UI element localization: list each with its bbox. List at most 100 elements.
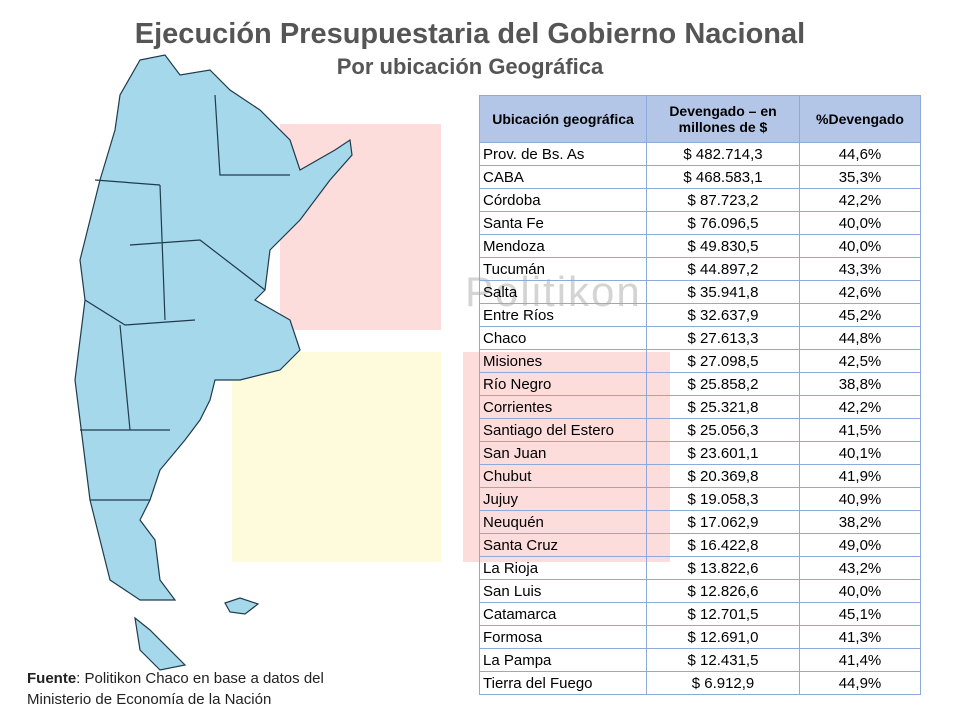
table-row: Prov. de Bs. As $ 482.714,3 44,6%: [479, 142, 921, 166]
table-cell: 40,9%: [799, 487, 921, 511]
table-cell: Entre Ríos: [479, 303, 647, 327]
table-cell: $ 6.912,9: [646, 671, 800, 695]
table-row: Santiago del Estero $ 25.056,3 41,5%: [479, 418, 921, 442]
table-row: Misiones $ 27.098,5 42,5%: [479, 349, 921, 373]
table-cell: Tucumán: [479, 257, 647, 281]
table-cell: Jujuy: [479, 487, 647, 511]
table-cell: $ 20.369,8: [646, 464, 800, 488]
table-cell: 35,3%: [799, 165, 921, 189]
table-cell: Catamarca: [479, 602, 647, 626]
table-cell: 45,1%: [799, 602, 921, 626]
table-row: Tierra del Fuego $ 6.912,9 44,9%: [479, 671, 921, 695]
table-cell: $ 23.601,1: [646, 441, 800, 465]
table-cell: 43,2%: [799, 556, 921, 580]
table-cell: 41,9%: [799, 464, 921, 488]
table-cell: Córdoba: [479, 188, 647, 212]
table-row: Santa Cruz $ 16.422,8 49,0%: [479, 533, 921, 557]
source-text: Ministerio de Economía de la Nación: [27, 691, 272, 708]
table-cell: $ 27.613,3: [646, 326, 800, 350]
source-label: Fuente: [27, 670, 77, 687]
table-cell: $ 12.691,0: [646, 625, 800, 649]
table-cell: Neuquén: [479, 510, 647, 534]
table-cell: La Rioja: [479, 556, 647, 580]
table-cell: $ 19.058,3: [646, 487, 800, 511]
table-row: Catamarca $ 12.701,5 45,1%: [479, 602, 921, 626]
table-body: Prov. de Bs. As $ 482.714,3 44,6% CABA $ 468…: [479, 142, 921, 695]
table-cell: Formosa: [479, 625, 647, 649]
table-cell: $ 13.822,6: [646, 556, 800, 580]
table-cell: Chubut: [479, 464, 647, 488]
table-cell: Salta: [479, 280, 647, 304]
table-cell: La Pampa: [479, 648, 647, 672]
table-cell: $ 25.056,3: [646, 418, 800, 442]
table-row: San Luis $ 12.826,6 40,0%: [479, 579, 921, 603]
table-cell: $ 482.714,3: [646, 142, 800, 166]
table-row: Neuquén $ 17.062,9 38,2%: [479, 510, 921, 534]
table-cell: San Juan: [479, 441, 647, 465]
table-row: Formosa $ 12.691,0 41,3%: [479, 625, 921, 649]
budget-table: Ubicación geográfica Devengado – en mill…: [479, 95, 921, 695]
table-cell: $ 76.096,5: [646, 211, 800, 235]
table-row: La Rioja $ 13.822,6 43,2%: [479, 556, 921, 580]
table-row: Córdoba $ 87.723,2 42,2%: [479, 188, 921, 212]
column-header: Ubicación geográfica: [479, 95, 647, 143]
table-cell: $ 27.098,5: [646, 349, 800, 373]
table-cell: $ 35.941,8: [646, 280, 800, 304]
column-header: %Devengado: [799, 95, 921, 143]
table-cell: 44,9%: [799, 671, 921, 695]
table-cell: $ 16.422,8: [646, 533, 800, 557]
table-cell: Santa Cruz: [479, 533, 647, 557]
table-cell: $ 44.897,2: [646, 257, 800, 281]
table-cell: 41,3%: [799, 625, 921, 649]
table-cell: Misiones: [479, 349, 647, 373]
table-cell: Chaco: [479, 326, 647, 350]
table-row: Río Negro $ 25.858,2 38,8%: [479, 372, 921, 396]
table-cell: Mendoza: [479, 234, 647, 258]
header-row: Ubicación geográfica Devengado – en mill…: [479, 95, 921, 143]
table-cell: Santa Fe: [479, 211, 647, 235]
table-cell: 40,0%: [799, 234, 921, 258]
map: [74, 54, 353, 671]
table-cell: 38,2%: [799, 510, 921, 534]
table-cell: Prov. de Bs. As: [479, 142, 647, 166]
table-cell: 42,2%: [799, 188, 921, 212]
table-cell: 42,5%: [799, 349, 921, 373]
table-cell: 44,6%: [799, 142, 921, 166]
logo-block: [280, 124, 441, 330]
table-cell: 40,1%: [799, 441, 921, 465]
table-cell: 41,4%: [799, 648, 921, 672]
table-cell: 44,8%: [799, 326, 921, 350]
column-header: Devengado – en millones de $: [646, 95, 800, 143]
table-cell: $ 12.701,5: [646, 602, 800, 626]
table-cell: 42,6%: [799, 280, 921, 304]
table-cell: $ 49.830,5: [646, 234, 800, 258]
table-row: Corrientes $ 25.321,8 42,2%: [479, 395, 921, 419]
table-cell: 49,0%: [799, 533, 921, 557]
subtitle: Por ubicación Geográfica: [336, 54, 604, 79]
table-cell: Santiago del Estero: [479, 418, 647, 442]
table-row: CABA $ 468.583,1 35,3%: [479, 165, 921, 189]
table-cell: 43,3%: [799, 257, 921, 281]
table-cell: San Luis: [479, 579, 647, 603]
table-row: Salta $ 35.941,8 42,6%: [479, 280, 921, 304]
table-row: Chaco $ 27.613,3 44,8%: [479, 326, 921, 350]
table-cell: Corrientes: [479, 395, 647, 419]
table-cell: 40,0%: [799, 211, 921, 235]
table-row: Jujuy $ 19.058,3 40,9%: [479, 487, 921, 511]
table-cell: 40,0%: [799, 579, 921, 603]
table-cell: Tierra del Fuego: [479, 671, 647, 695]
table-cell: 41,5%: [799, 418, 921, 442]
table-row: Chubut $ 20.369,8 41,9%: [479, 464, 921, 488]
table-cell: 38,8%: [799, 372, 921, 396]
table-cell: $ 25.858,2: [646, 372, 800, 396]
title: Ejecución Presupuestaria del Gobierno Na…: [134, 18, 806, 50]
table-cell: 42,2%: [799, 395, 921, 419]
table-row: San Juan $ 23.601,1 40,1%: [479, 441, 921, 465]
table-cell: CABA: [479, 165, 647, 189]
table-cell: $ 32.637,9: [646, 303, 800, 327]
table-cell: $ 87.723,2: [646, 188, 800, 212]
table-row: Santa Fe $ 76.096,5 40,0%: [479, 211, 921, 235]
source: Fuente: Politikon Chaco en base a datos …: [27, 668, 324, 710]
